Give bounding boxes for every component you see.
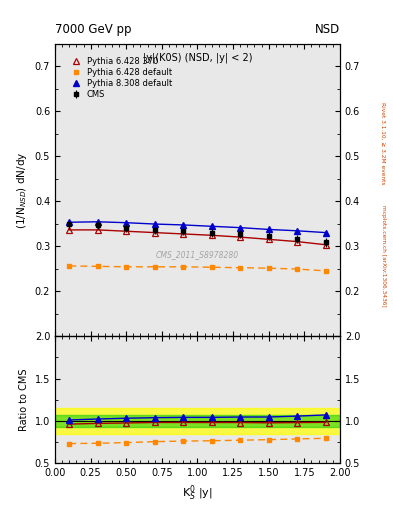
Line: Pythia 6.428 370: Pythia 6.428 370 [66, 227, 329, 248]
Text: 7000 GeV pp: 7000 GeV pp [55, 23, 132, 36]
Pythia 6.428 370 [67, 227, 72, 233]
Pythia 6.428 370 [95, 227, 100, 233]
Pythia 6.428 default [67, 263, 72, 269]
Pythia 8.308 default [95, 219, 100, 225]
Pythia 6.428 370 [295, 239, 299, 245]
X-axis label: K$^0_S$ |y|: K$^0_S$ |y| [182, 484, 213, 503]
Pythia 6.428 370 [238, 234, 242, 240]
Pythia 8.308 default [238, 225, 242, 231]
Text: |y|(K0S) (NSD, |y| < 2): |y|(K0S) (NSD, |y| < 2) [143, 52, 252, 63]
Pythia 6.428 default [95, 263, 100, 269]
Pythia 6.428 default [209, 264, 214, 270]
Pythia 6.428 370 [209, 232, 214, 239]
Bar [55, 408, 340, 434]
Pythia 6.428 default [124, 264, 129, 270]
Pythia 6.428 370 [124, 228, 129, 234]
Pythia 6.428 default [295, 266, 299, 272]
Text: Rivet 3.1.10, ≥ 3.2M events: Rivet 3.1.10, ≥ 3.2M events [381, 102, 386, 185]
Y-axis label: (1/N$_{NSD}$) dN/dy: (1/N$_{NSD}$) dN/dy [15, 151, 29, 228]
Line: Pythia 6.428 default: Pythia 6.428 default [67, 264, 328, 273]
Pythia 8.308 default [209, 223, 214, 229]
Pythia 6.428 370 [152, 229, 157, 236]
Line: Pythia 8.308 default: Pythia 8.308 default [66, 219, 329, 236]
Pythia 8.308 default [152, 221, 157, 227]
Text: NSD: NSD [315, 23, 340, 36]
Pythia 6.428 default [238, 265, 242, 271]
Pythia 8.308 default [266, 226, 271, 232]
Pythia 8.308 default [67, 219, 72, 225]
Pythia 6.428 default [152, 264, 157, 270]
Pythia 8.308 default [181, 222, 185, 228]
Pythia 6.428 370 [266, 236, 271, 242]
Bar [55, 415, 340, 427]
Text: CMS_2011_S8978280: CMS_2011_S8978280 [156, 250, 239, 259]
Y-axis label: Ratio to CMS: Ratio to CMS [19, 369, 29, 431]
Pythia 6.428 default [181, 264, 185, 270]
Pythia 6.428 370 [323, 242, 328, 248]
Legend: Pythia 6.428 370, Pythia 6.428 default, Pythia 8.308 default, CMS: Pythia 6.428 370, Pythia 6.428 default, … [65, 54, 175, 102]
Pythia 8.308 default [124, 220, 129, 226]
Pythia 6.428 370 [181, 231, 185, 237]
Pythia 6.428 default [323, 268, 328, 274]
Text: mcplots.cern.ch [arXiv:1306.3436]: mcplots.cern.ch [arXiv:1306.3436] [381, 205, 386, 307]
Pythia 8.308 default [323, 229, 328, 236]
Pythia 6.428 default [266, 265, 271, 271]
Pythia 8.308 default [295, 228, 299, 234]
